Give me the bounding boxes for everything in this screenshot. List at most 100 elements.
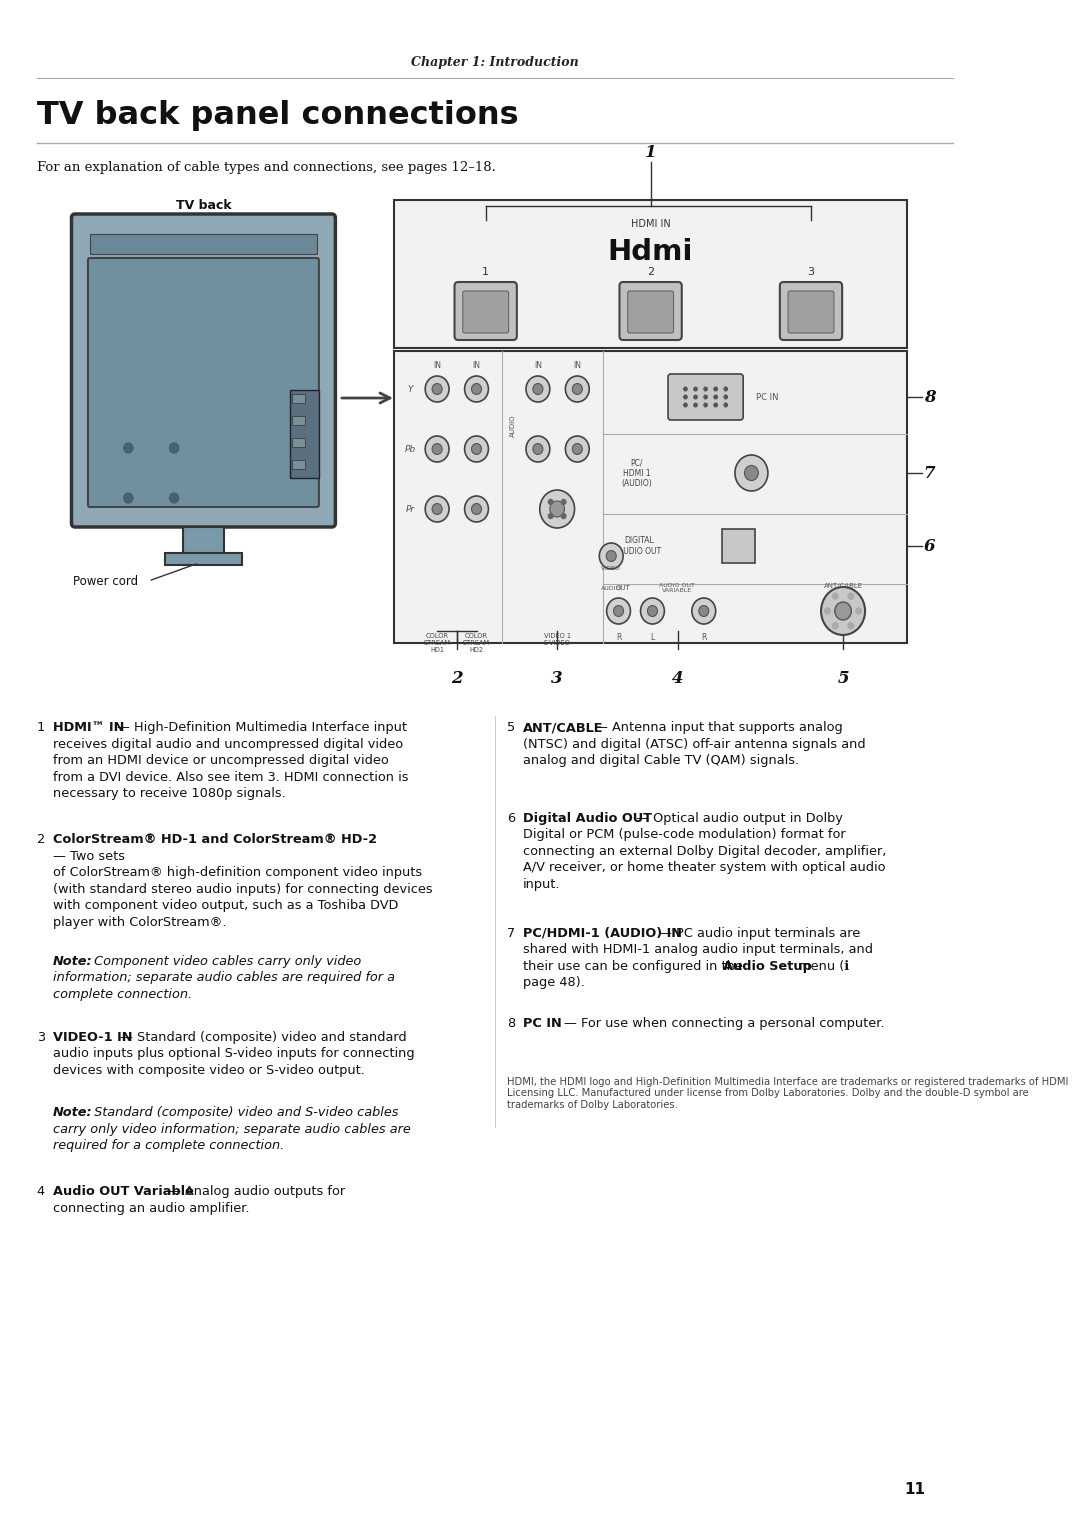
Text: HDMI, the HDMI logo and High-Definition Multimedia Interface are trademarks or r: HDMI, the HDMI logo and High-Definition … [507, 1077, 1068, 1109]
Text: with component video output, such as a Toshiba DVD: with component video output, such as a T… [53, 900, 399, 912]
Circle shape [744, 466, 758, 481]
Circle shape [647, 605, 658, 616]
Text: information; separate audio cables are required for a: information; separate audio cables are r… [53, 972, 395, 984]
Bar [293, 439, 306, 448]
Text: analog and digital Cable TV (QAM) signals.: analog and digital Cable TV (QAM) signal… [523, 753, 799, 767]
Text: audio inputs plus optional S-video inputs for connecting: audio inputs plus optional S-video input… [53, 1047, 415, 1060]
Bar [293, 460, 306, 469]
Circle shape [432, 384, 442, 394]
Circle shape [692, 597, 716, 623]
Circle shape [566, 435, 590, 461]
Text: AUDIO OUT
VARIABLE: AUDIO OUT VARIABLE [659, 582, 696, 593]
Circle shape [562, 513, 566, 518]
Text: of ColorStream® high-definition component video inputs: of ColorStream® high-definition componen… [53, 866, 422, 879]
Text: VIDEO-1 IN: VIDEO-1 IN [53, 1031, 133, 1044]
Circle shape [848, 623, 853, 628]
Text: COLOR
STREAM
HD2: COLOR STREAM HD2 [463, 633, 490, 652]
Text: — Standard (composite) video and standard: — Standard (composite) video and standar… [120, 1031, 407, 1044]
Text: HDMI™ IN: HDMI™ IN [53, 721, 124, 733]
Text: input.: input. [523, 877, 561, 891]
Text: Standard (composite) video and S-video cables: Standard (composite) video and S-video c… [90, 1106, 399, 1118]
Text: — High-Definition Multimedia Interface input: — High-Definition Multimedia Interface i… [118, 721, 407, 733]
Circle shape [464, 435, 488, 461]
Circle shape [704, 403, 707, 406]
Text: Power cord: Power cord [73, 575, 138, 587]
Text: DIGITAL
AUDIO OUT: DIGITAL AUDIO OUT [618, 536, 661, 556]
Text: necessary to receive 1080p signals.: necessary to receive 1080p signals. [53, 787, 286, 801]
Circle shape [833, 623, 838, 628]
Text: 8: 8 [507, 1018, 515, 1030]
Circle shape [835, 602, 851, 620]
Circle shape [472, 384, 482, 394]
Circle shape [724, 387, 728, 391]
Text: IN: IN [473, 361, 481, 370]
Text: IN: IN [573, 361, 581, 370]
Text: 7: 7 [923, 465, 935, 481]
Circle shape [606, 550, 617, 561]
FancyBboxPatch shape [462, 290, 509, 333]
Circle shape [472, 443, 482, 454]
Bar [165, 553, 242, 565]
Text: ANT/CABLE: ANT/CABLE [523, 721, 604, 733]
Text: Y: Y [408, 385, 414, 394]
Text: Component video cables carry only video: Component video cables carry only video [90, 955, 361, 967]
Circle shape [825, 608, 831, 614]
Bar [90, 234, 318, 254]
Circle shape [540, 490, 575, 529]
Text: Audio Setup: Audio Setup [723, 960, 812, 973]
Text: from an HDMI device or uncompressed digital video: from an HDMI device or uncompressed digi… [53, 753, 389, 767]
Circle shape [562, 500, 566, 504]
Circle shape [566, 376, 590, 402]
Text: TV back: TV back [176, 199, 231, 211]
Text: IN: IN [433, 361, 441, 370]
Text: (NTSC) and digital (ATSC) off-air antenna signals and: (NTSC) and digital (ATSC) off-air antenn… [523, 738, 866, 750]
Circle shape [549, 500, 553, 504]
Bar [723, 529, 755, 562]
Circle shape [549, 513, 553, 518]
Circle shape [426, 435, 449, 461]
Text: connecting an external Dolby Digital decoder, amplifier,: connecting an external Dolby Digital dec… [523, 845, 887, 857]
Text: — Optical audio output in Dolby: — Optical audio output in Dolby [636, 811, 842, 825]
Bar [289, 390, 319, 478]
Text: ANT/CABLE: ANT/CABLE [823, 584, 863, 588]
Text: 5: 5 [507, 721, 515, 733]
Text: ColorStream® HD-1 and ColorStream® HD-2: ColorStream® HD-1 and ColorStream® HD-2 [53, 833, 377, 847]
Text: 2: 2 [37, 833, 45, 847]
Text: Pb: Pb [405, 445, 416, 454]
Circle shape [640, 597, 664, 623]
Circle shape [724, 403, 728, 406]
Text: A/V receiver, or home theater system with optical audio: A/V receiver, or home theater system wit… [523, 860, 886, 874]
Text: receives digital audio and uncompressed digital video: receives digital audio and uncompressed … [53, 738, 403, 750]
Text: 2: 2 [647, 267, 654, 277]
Text: 11: 11 [905, 1482, 926, 1497]
Circle shape [848, 593, 853, 599]
Circle shape [855, 608, 862, 614]
Text: VIDEO 1
S-VIDEO: VIDEO 1 S-VIDEO [543, 633, 570, 646]
Text: 3: 3 [37, 1031, 44, 1044]
Circle shape [432, 504, 442, 515]
Circle shape [599, 542, 623, 568]
Text: Note:: Note: [53, 955, 93, 967]
Circle shape [532, 443, 543, 454]
Circle shape [170, 443, 178, 452]
Text: Audio OUT Variable: Audio OUT Variable [53, 1186, 194, 1198]
Circle shape [613, 605, 623, 616]
FancyBboxPatch shape [620, 283, 681, 341]
Text: 7: 7 [507, 927, 515, 940]
Circle shape [572, 384, 582, 394]
Text: — Two sets: — Two sets [53, 850, 125, 863]
Text: VIDEO: VIDEO [602, 565, 621, 570]
Circle shape [426, 376, 449, 402]
Text: COLOR
STREAM
HD1: COLOR STREAM HD1 [423, 633, 450, 652]
Circle shape [734, 455, 768, 490]
Circle shape [699, 605, 708, 616]
Circle shape [170, 494, 178, 503]
Circle shape [464, 376, 488, 402]
Text: AUDIO: AUDIO [600, 585, 621, 590]
Circle shape [821, 587, 865, 636]
Text: required for a complete connection.: required for a complete connection. [53, 1138, 284, 1152]
Circle shape [684, 403, 687, 406]
Text: shared with HDMI-1 analog audio input terminals, and: shared with HDMI-1 analog audio input te… [523, 943, 874, 957]
Text: (with standard stereo audio inputs) for connecting devices: (with standard stereo audio inputs) for … [53, 883, 433, 895]
Circle shape [833, 593, 838, 599]
